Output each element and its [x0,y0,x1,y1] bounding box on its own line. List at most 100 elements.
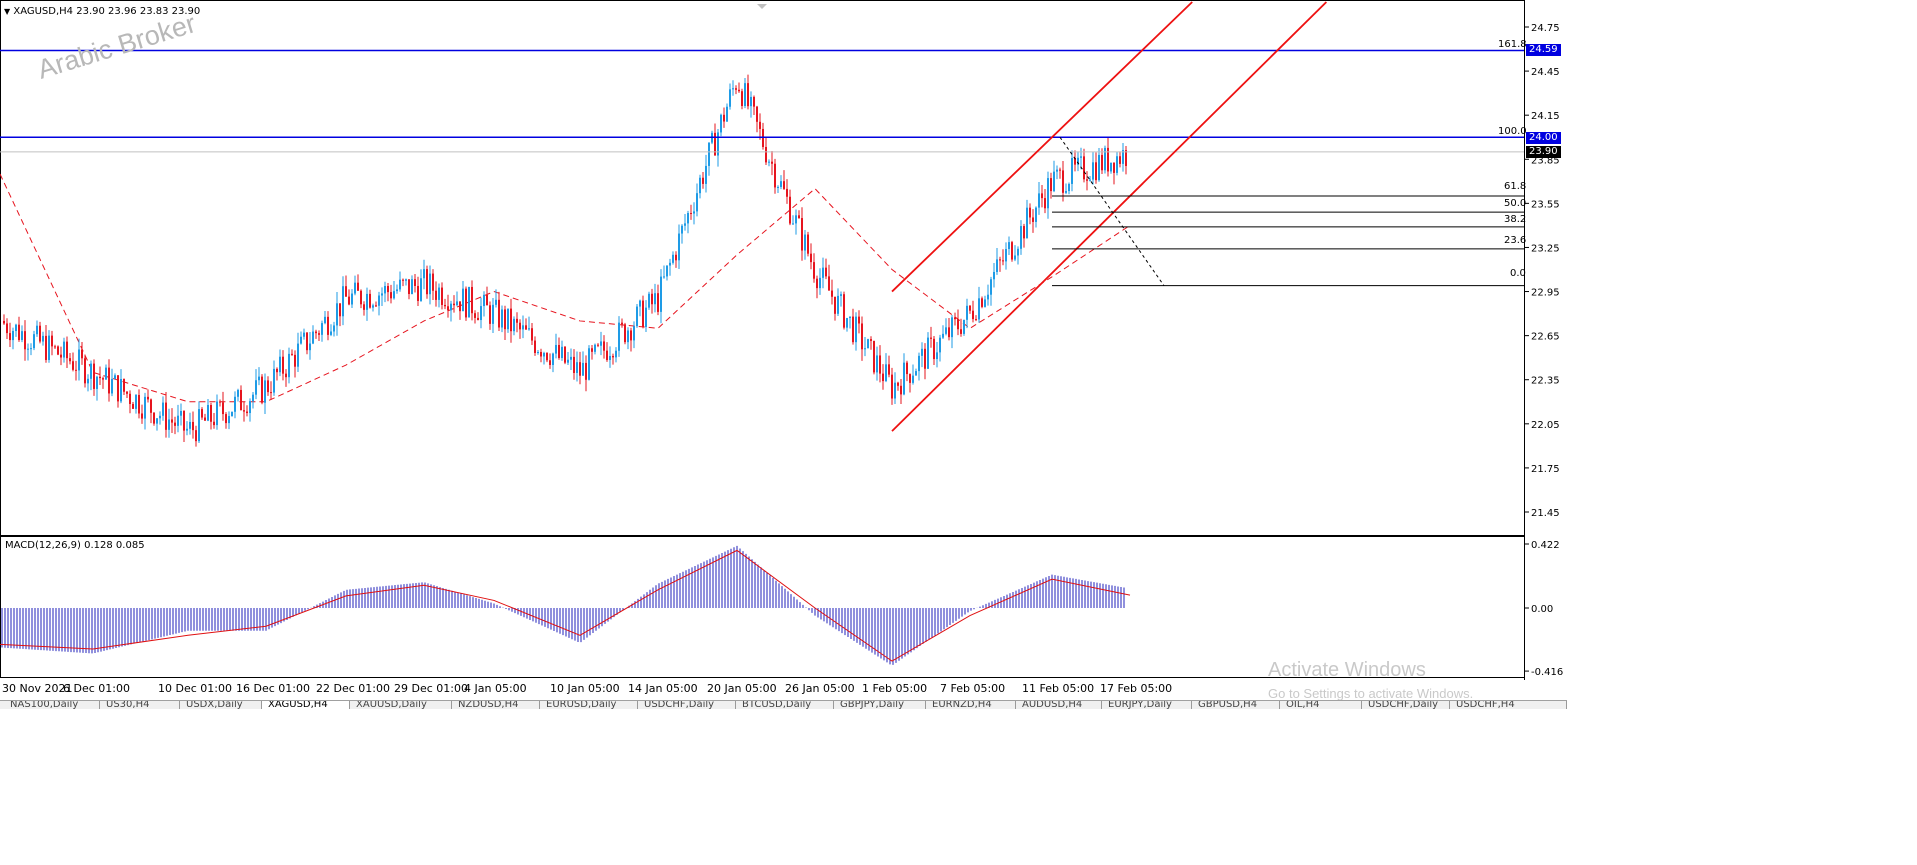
candle-bear [261,376,263,403]
chart-tab[interactable]: GBPJPY,Daily [834,701,926,709]
candle-bull [885,364,887,382]
candle-bear [981,298,983,307]
candle-bull [942,333,944,338]
shift-marker-icon[interactable] [757,4,767,9]
candle-bull [48,335,50,360]
chart-tab[interactable]: US30,H4 [100,701,180,709]
candle-bull [393,291,395,299]
candle-bear [1119,156,1121,164]
chart-tab-bar[interactable]: NAS100,Daily US30,H4 USDX,Daily XAGUSD,H4 XA… [0,700,1567,709]
candle-bear [201,409,203,418]
candle-bear [327,316,329,335]
horizontal-lines[interactable] [0,49,1524,153]
fibonacci-retracement[interactable] [1052,136,1524,287]
macd-chart[interactable]: 0.422 0.00 -0.416 [0,536,1567,680]
candle-bull [840,294,842,296]
time-axis-label: 20 Jan 05:00 [707,682,777,695]
candle-bear [549,360,551,365]
candle-bull [396,289,398,292]
candle-bear [432,273,434,291]
candle-bear [657,293,659,312]
candle-bull [987,294,989,300]
candle-bear [516,318,518,323]
candle-bear [363,304,365,310]
candle-bull [993,271,995,280]
candle-bull [468,286,470,318]
candle-bear [828,276,830,291]
chart-tab[interactable]: XAGUSD,H4 [262,701,350,709]
candle-bull [234,396,236,412]
candle-bull [645,307,647,327]
chart-tab[interactable]: NZDUSD,H4 [452,701,540,709]
candle-bull [21,331,23,341]
candle-bull [777,186,779,188]
candle-bear [453,303,455,306]
candle-bear [6,323,8,334]
chart-tab[interactable]: OIL,H4 [1280,701,1362,709]
candle-bear [54,346,56,348]
chart-tab[interactable]: USDCHF,Daily [1362,701,1450,709]
candle-bull [963,319,965,334]
candle-bull [495,299,497,305]
candle-bear [1050,178,1052,192]
price-tick-label: 22.35 [1531,376,1560,387]
candle-bull [927,337,929,369]
candle-bull [438,287,440,300]
chart-tab[interactable]: XAUUSD,Daily [350,701,452,709]
channel-line[interactable] [891,1,1193,293]
fib-label-0: 0.0 [1510,268,1526,279]
chart-tab[interactable]: EURNZD,H4 [926,701,1016,709]
candle-bull [561,346,563,358]
time-axis-label: 30 Nov 2021 [2,682,73,695]
chart-tab[interactable]: AUDUSD,H4 [1016,701,1102,709]
candle-bear [39,325,41,342]
candle-bull [63,341,65,358]
candle-bear [123,379,125,392]
chart-tab[interactable]: EURJPY,Daily [1102,701,1192,709]
candle-bull [654,293,656,305]
fib-trend-line[interactable] [1059,136,1165,286]
chart-tab[interactable]: NAS100,Daily [4,701,100,709]
chart-tab[interactable]: BTCUSD,Daily [736,701,834,709]
candle-bear [852,316,854,343]
chart-tab[interactable]: USDCHF,H4 [1450,701,1567,709]
candle-bull [669,262,671,266]
candle-bear [948,327,950,338]
candle-bear [57,346,59,355]
time-axis-label: 7 Feb 05:00 [940,682,1006,695]
candle-bull [1020,226,1022,249]
candle-bear [870,339,872,341]
candle-bull [744,83,746,106]
channel-line[interactable] [891,1,1327,432]
candle-bull [1071,158,1073,184]
chart-tab[interactable]: USDCHF,Daily [638,701,736,709]
candle-bull [231,411,233,417]
chart-tab[interactable]: EURUSD,Daily [540,701,638,709]
candle-bull [729,89,731,107]
candle-bear [891,374,893,399]
price-channel[interactable] [891,1,1327,432]
candle-bull [27,348,29,350]
activate-subtitle: Go to Settings to activate Windows. [1268,686,1474,701]
price-chart[interactable]: 24.75 24.45 24.15 23.85 23.55 23.25 22.95 22.65… [0,0,1567,536]
price-tag-current: 23.90 [1526,146,1561,158]
candle-bull [237,389,239,397]
chart-tab[interactable]: USDX,Daily [180,701,262,709]
candle-bull [1089,179,1091,181]
candle-bear [1062,170,1064,193]
collapse-triangle-icon[interactable]: ▼ [4,7,11,16]
candle-bull [162,402,164,416]
chart-header: ▼ XAGUSD,H4 23.90 23.96 23.83 23.90 [4,6,200,17]
candle-bear [93,363,95,389]
time-axis-label: 22 Dec 01:00 [316,682,390,695]
candle-bull [273,368,275,393]
price-tick-label: 24.45 [1531,67,1560,78]
candle-bear [546,352,548,361]
chart-tab[interactable]: GBPUSD,H4 [1192,701,1280,709]
candle-bull [42,335,44,342]
candle-bull [951,317,953,338]
candle-bear [414,279,416,286]
candle-bear [147,396,149,400]
candle-bear [243,410,245,412]
macd-signal-line [0,549,1131,662]
